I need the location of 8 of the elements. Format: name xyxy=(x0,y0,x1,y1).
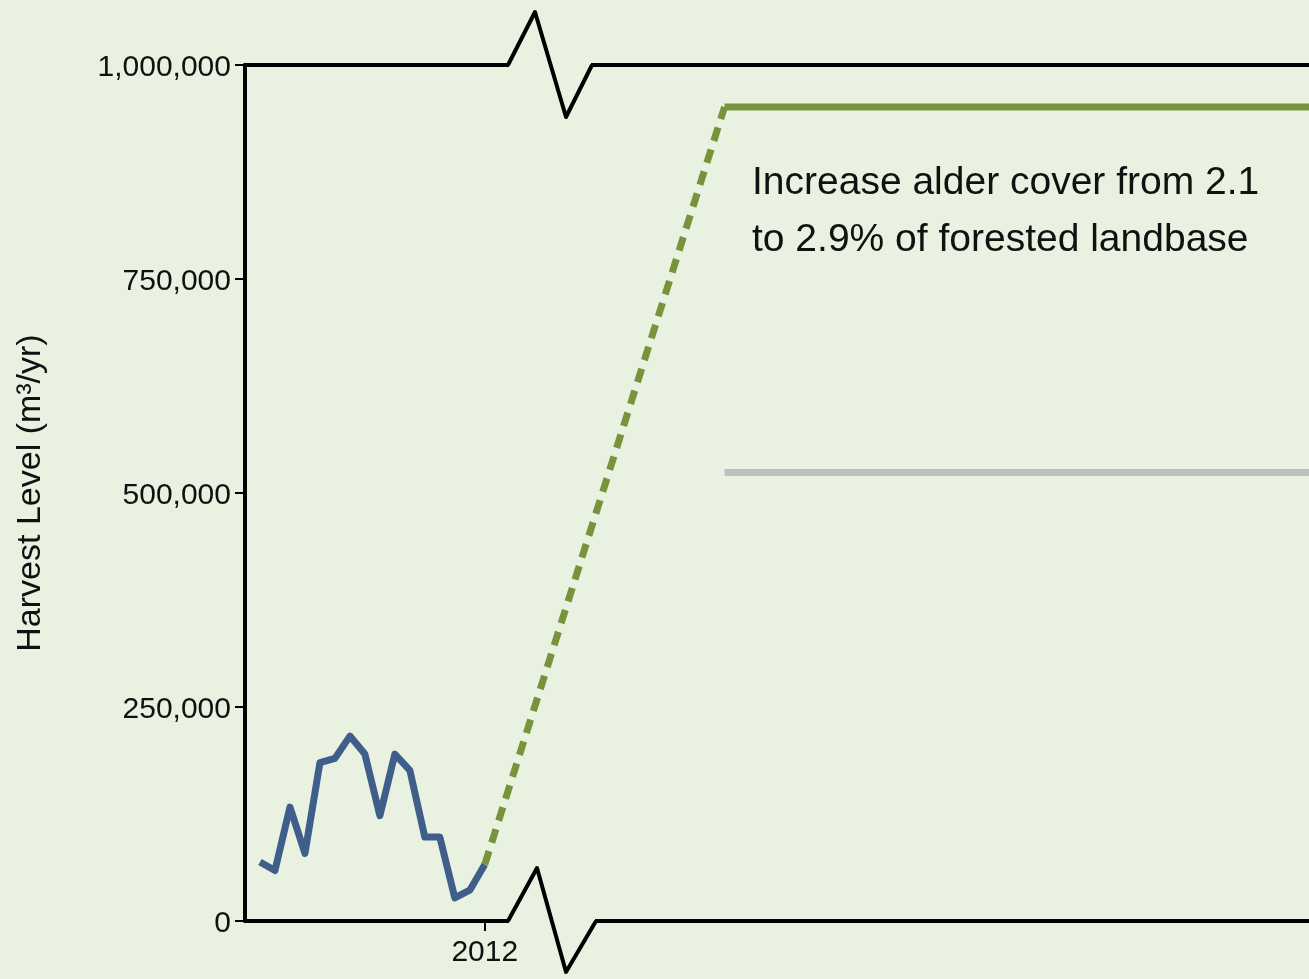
y-tick-label: 250,000 xyxy=(122,690,231,724)
y-axis-title: Harvest Level (m³/yr) xyxy=(9,334,47,652)
x-tick-label: 2012 xyxy=(451,933,519,967)
y-tick-label: 1,000,000 xyxy=(97,48,231,82)
annotation: Increase alder cover from 2.1 to 2.9% of forested landbase xyxy=(752,158,1261,261)
y-tick-label: 750,000 xyxy=(122,262,231,296)
y-tick-label: 500,000 xyxy=(122,476,231,510)
y-tick-label: 0 xyxy=(214,904,231,938)
